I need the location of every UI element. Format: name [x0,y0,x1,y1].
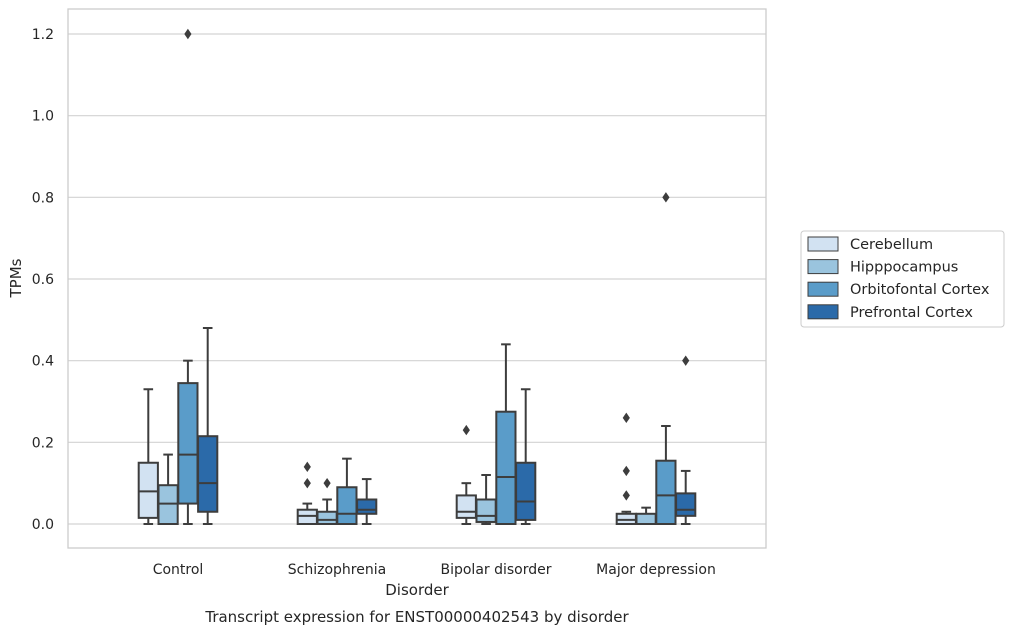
box-cerebellum [137,388,159,525]
x-tick-label: Bipolar disorder [440,562,551,578]
box-iqr [197,435,219,513]
box-iqr [296,508,318,526]
legend-label: Hipppocampus [850,260,958,276]
x-tick-label: Control [153,562,204,578]
box-orbitofontal-cortex [177,28,199,525]
box-iqr [455,494,477,519]
x-axis-title: Disorder [385,581,449,599]
y-tick-label: 1.2 [32,27,54,43]
y-tick-label: 0.0 [32,517,54,533]
outlier-point [323,477,331,489]
box-iqr [515,461,537,521]
plot-area-frame [67,8,767,549]
outlier-point [662,192,670,203]
box-iqr [177,382,199,505]
x-tick-label: Major depression [596,562,716,578]
box-prefrontal-cortex [197,327,219,525]
box-hipppocampus [157,453,179,526]
box-orbitofontal-cortex [495,343,517,526]
box-orbitofontal-cortex [655,192,677,526]
box-iqr [475,498,497,523]
outlier-point [622,412,630,424]
outlier-point [622,490,630,501]
box-iqr [495,410,517,526]
box-series [137,28,697,526]
box-prefrontal-cortex [356,478,378,525]
outlier-point [462,424,470,436]
legend-swatch [807,236,839,252]
box-hipppocampus [475,474,497,525]
outlier-point [303,477,311,489]
legend-swatch [807,304,839,320]
box-iqr [635,512,657,526]
box-hipppocampus [635,506,657,526]
box-iqr [655,459,677,526]
legend-label: Prefrontal Cortex [850,305,973,321]
outlier-point [184,28,192,40]
grid-lines [68,33,766,525]
y-tick-label: 0.6 [32,272,54,288]
chart-title: Transcript expression for ENST0000040254… [204,608,629,626]
legend-label: Orbitofontal Cortex [850,282,990,298]
x-tick-label: Schizophrenia [288,562,386,578]
outlier-point [303,461,311,473]
box-iqr [615,512,637,526]
y-tick-label: 0.2 [32,435,54,451]
outlier-point [682,355,690,366]
y-tick-label: 1.0 [32,109,54,125]
box-iqr [336,486,358,525]
box-prefrontal-cortex [515,388,537,525]
box-orbitofontal-cortex [336,457,358,525]
box-iqr [675,492,697,517]
box-iqr [356,498,378,515]
box-iqr [137,461,159,519]
box-iqr [316,510,338,525]
outlier-point [622,465,630,477]
box-hipppocampus [316,477,338,525]
box-iqr [157,484,179,526]
box-cerebellum [615,412,637,526]
legend-label: Cerebellum [850,237,933,253]
box-cerebellum [455,424,477,525]
legend: Cerebellum Hipppocampus Orbitofontal Corte… [800,230,1005,328]
y-axis-title: TPMs [7,258,25,298]
box-prefrontal-cortex [675,355,697,525]
legend-swatch [807,281,839,297]
box-cerebellum [296,461,318,526]
y-tick-label: 0.4 [32,354,54,370]
y-axis-ticks: 0.0 0.2 0.4 0.6 0.8 1.0 1.2 [32,27,54,533]
y-tick-label: 0.8 [32,190,54,206]
legend-swatch [807,259,839,275]
x-axis-ticks: Control Schizophrenia Bipolar disorder Majo… [153,562,716,578]
legend-frame [800,230,1005,328]
